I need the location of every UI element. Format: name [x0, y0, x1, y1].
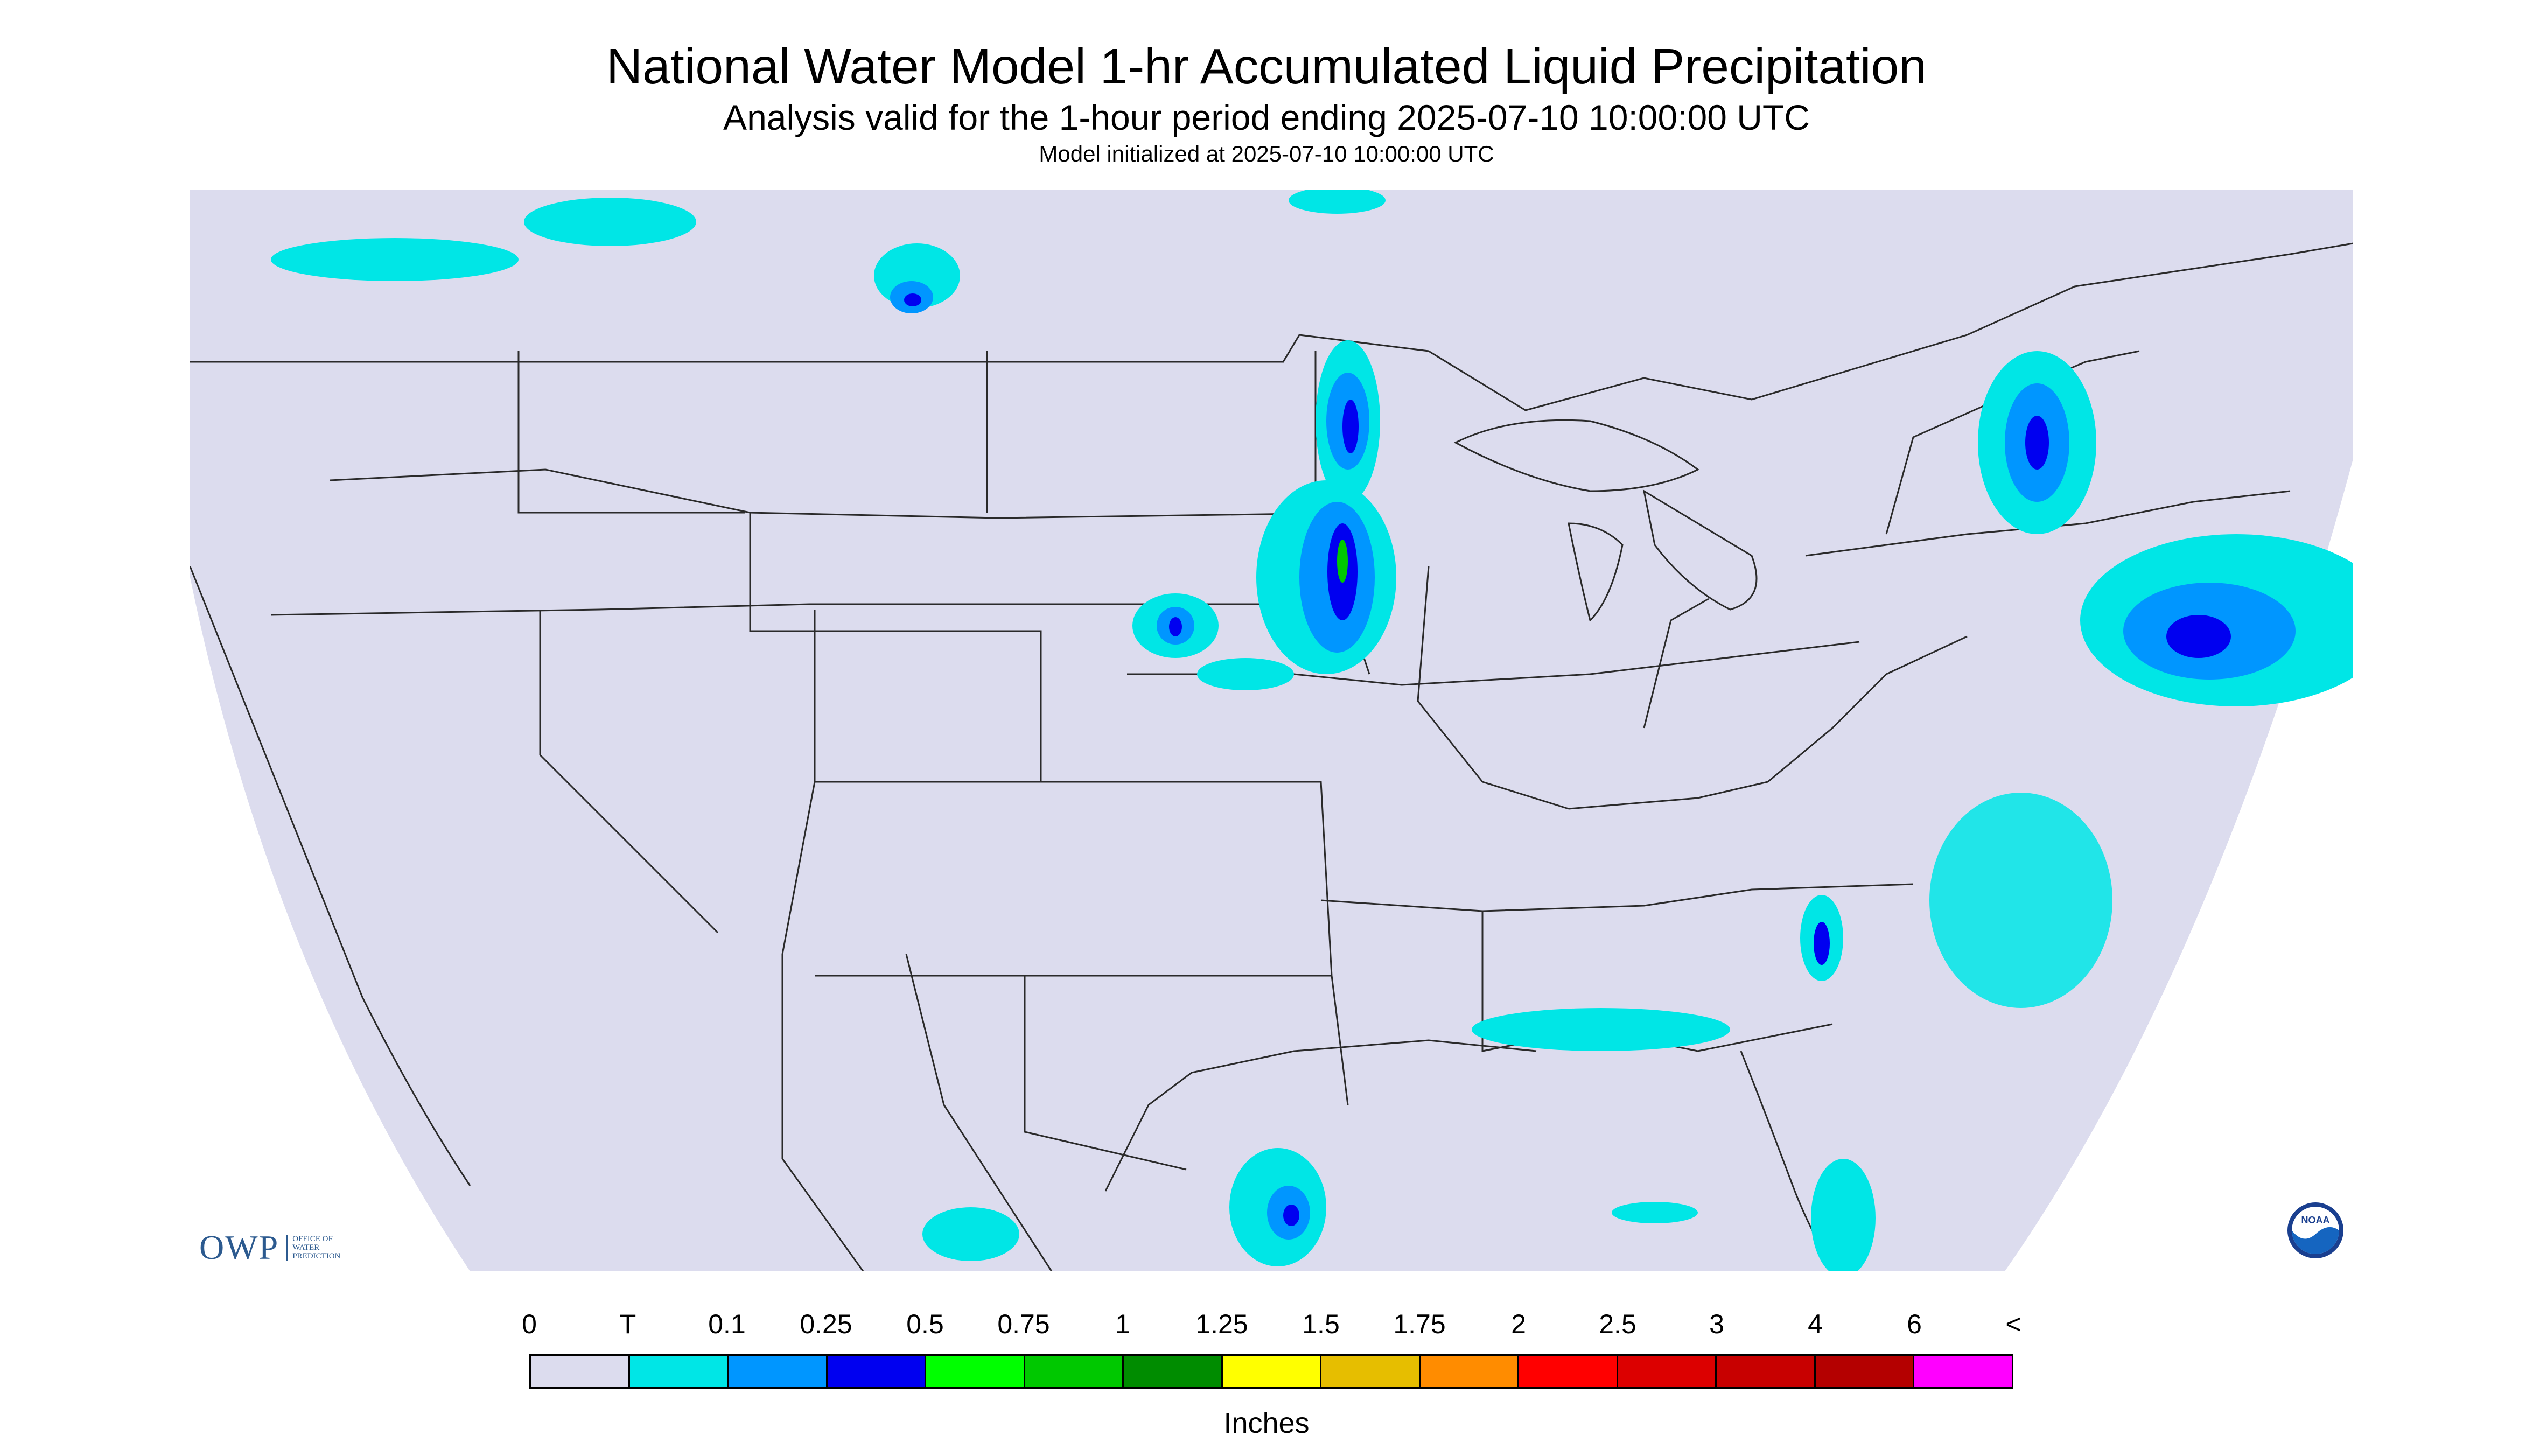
legend-label: 0.5 — [906, 1309, 944, 1339]
color-swatch — [1914, 1356, 2012, 1387]
projected-domain — [190, 190, 2353, 1271]
noaa-logo-text: NOAA — [2301, 1215, 2330, 1226]
color-swatch — [1717, 1356, 1816, 1387]
legend-labels: 0 T 0.1 0.25 0.5 0.75 1 1.25 1.5 1.75 2 … — [0, 1308, 2533, 1346]
precipitation-areas — [271, 190, 2353, 1271]
legend-units: Inches — [1223, 1407, 1310, 1439]
noaa-logo-icon: NOAA — [2287, 1202, 2343, 1258]
color-swatch — [1321, 1356, 1421, 1387]
color-swatch — [1222, 1356, 1322, 1387]
owp-logo-mark: OWP — [199, 1228, 279, 1266]
legend-label: 3 — [1709, 1309, 1724, 1339]
color-swatch — [729, 1356, 828, 1387]
legend-label: 6 — [1907, 1309, 1922, 1339]
legend-label: 0.75 — [997, 1309, 1050, 1339]
model-init-text: Model initialized at 2025-07-10 10:00:00… — [1039, 141, 1494, 166]
color-swatch — [1124, 1356, 1223, 1387]
legend-label: 0 — [522, 1309, 537, 1339]
legend-label: 0.25 — [800, 1309, 852, 1339]
color-swatch — [926, 1356, 1025, 1387]
map-title: National Water Model 1-hr Accumulated Li… — [606, 38, 1927, 94]
legend-label: 1.5 — [1302, 1309, 1340, 1339]
legend-label: 1.75 — [1393, 1309, 1446, 1339]
color-swatch — [531, 1356, 630, 1387]
legend-label: 1.25 — [1195, 1309, 1248, 1339]
legend-label: 4 — [1808, 1309, 1823, 1339]
legend-label: 2.5 — [1599, 1309, 1636, 1339]
color-scale-bar — [529, 1354, 2013, 1389]
color-swatch — [1618, 1356, 1717, 1387]
color-swatch — [827, 1356, 927, 1387]
legend-label: T — [619, 1309, 636, 1339]
owp-logo-text: OFFICE OF WATER PREDICTION — [286, 1235, 340, 1261]
color-swatch — [629, 1356, 729, 1387]
legend-label: 0.1 — [708, 1309, 746, 1339]
color-swatch — [1815, 1356, 1915, 1387]
legend-label: 1 — [1115, 1309, 1130, 1339]
precipitation-map — [190, 190, 2353, 1271]
map-subtitle: Analysis valid for the 1-hour period end… — [723, 97, 1810, 137]
color-swatch — [1025, 1356, 1124, 1387]
owp-logo: OWP OFFICE OF WATER PREDICTION — [199, 1228, 340, 1268]
legend-label: 2 — [1511, 1309, 1526, 1339]
legend-label: < — [2005, 1309, 2021, 1339]
color-swatch — [1420, 1356, 1520, 1387]
great-lakes — [1453, 419, 1758, 622]
color-swatch — [1519, 1356, 1618, 1387]
